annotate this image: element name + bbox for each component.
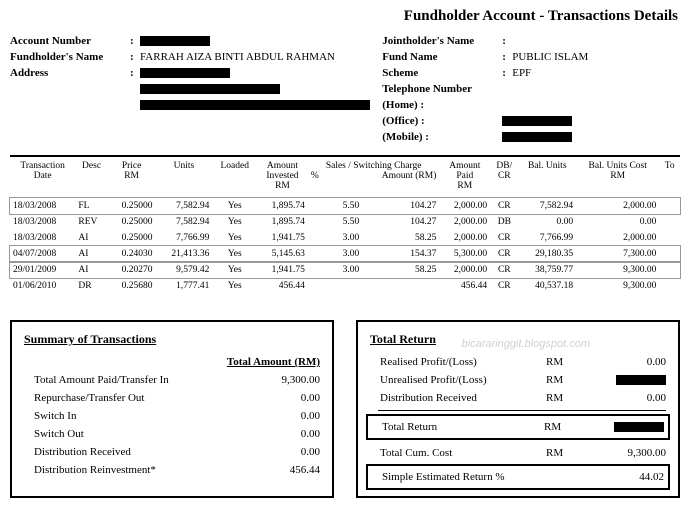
address-label: Address <box>10 65 130 113</box>
scheme-value: EPF <box>512 65 680 81</box>
total-return-box: Total Return RM <box>366 414 670 440</box>
office-label: (Office) : <box>382 113 502 129</box>
cum-cost-label: Total Cum. Cost <box>370 444 546 462</box>
table-row: 04/07/2008AI0.2403021,413.36Yes5,145.633… <box>10 246 680 262</box>
table-row: 18/03/2008FL0.250007,582.94Yes1,895.745.… <box>10 198 680 215</box>
summary-panel: Summary of Transactions Total Amount (RM… <box>10 320 334 498</box>
table-row: 18/03/2008AI0.250007,766.99Yes1,941.753.… <box>10 230 680 246</box>
header-block: Account Number : Fundholder's Name : FAR… <box>10 33 680 145</box>
table-row: 18/03/2008REV0.250007,582.94Yes1,895.745… <box>10 214 680 230</box>
return-row: Unrealised Profit/(Loss)RM <box>370 371 666 389</box>
account-number-label: Account Number <box>10 33 130 49</box>
table-header-row: TransactionDate Desc PriceRM Units Loade… <box>10 156 680 198</box>
total-return-value <box>584 418 664 436</box>
est-return-box: Simple Estimated Return % 44.02 <box>366 464 670 490</box>
cum-cost-value: 9,300.00 <box>586 444 666 462</box>
page-title: Fundholder Account - Transactions Detail… <box>10 8 680 25</box>
summary-row: Switch In0.00 <box>24 407 320 425</box>
fund-value: PUBLIC ISLAM <box>512 49 680 65</box>
fundholder-label: Fundholder's Name <box>10 49 130 65</box>
est-return-value: 44.02 <box>584 468 664 486</box>
summary-row: Distribution Received0.00 <box>24 443 320 461</box>
summary-title: Summary of Transactions <box>24 332 320 347</box>
return-row: Realised Profit/(Loss)RM0.00 <box>370 353 666 371</box>
total-return-label: Total Return <box>372 418 544 436</box>
address-value <box>140 65 382 113</box>
fundholder-value: FARRAH AIZA BINTI ABDUL RAHMAN <box>140 49 382 65</box>
summary-row: Total Amount Paid/Transfer In9,300.00 <box>24 371 320 389</box>
watermark-text: bicararinggit.blogspot.com <box>462 338 590 350</box>
account-number-value <box>140 33 382 49</box>
mobile-label: (Mobile) : <box>382 129 502 145</box>
est-return-label: Simple Estimated Return % <box>372 468 544 486</box>
tel-label: Telephone Number <box>382 81 502 97</box>
fund-label: Fund Name <box>382 49 502 65</box>
summary-row: Repurchase/Transfer Out0.00 <box>24 389 320 407</box>
home-label: (Home) : <box>382 97 502 113</box>
summary-row: Distribution Reinvestment*456.44 <box>24 461 320 479</box>
table-row: 29/01/2009AI0.202709,579.42Yes1,941.753.… <box>10 262 680 278</box>
summary-col-header: Total Amount (RM) <box>220 353 320 371</box>
scheme-label: Scheme <box>382 65 502 81</box>
joint-label: Jointholder's Name <box>382 33 502 49</box>
summary-row: Switch Out0.00 <box>24 425 320 443</box>
return-row: Distribution ReceivedRM0.00 <box>370 389 666 407</box>
transactions-table: TransactionDate Desc PriceRM Units Loade… <box>10 155 680 294</box>
table-row: 01/06/2010DR0.256801,777.41Yes456.44456.… <box>10 278 680 294</box>
